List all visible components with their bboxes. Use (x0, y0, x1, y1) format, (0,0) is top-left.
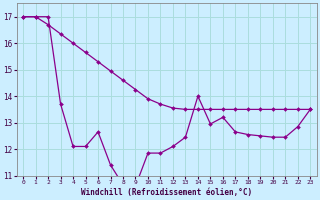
X-axis label: Windchill (Refroidissement éolien,°C): Windchill (Refroidissement éolien,°C) (81, 188, 252, 197)
